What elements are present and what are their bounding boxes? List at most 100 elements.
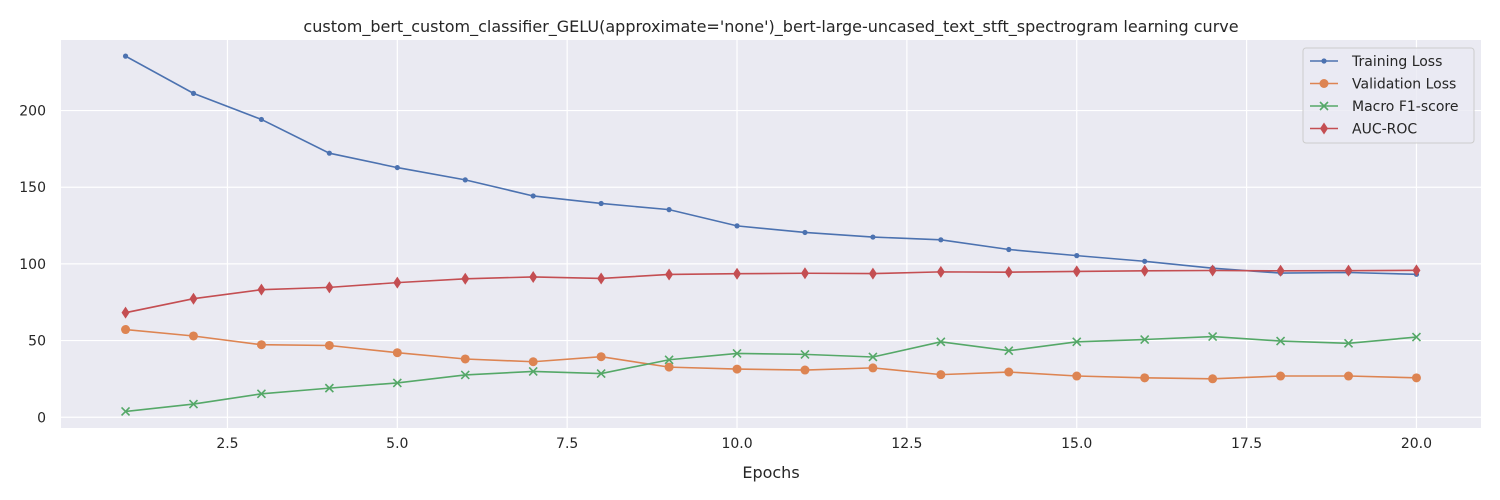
plot-background bbox=[61, 40, 1481, 428]
data-point-validation-loss bbox=[1140, 373, 1150, 383]
data-point-macro-f1-score bbox=[1072, 337, 1082, 347]
data-point-training-loss bbox=[802, 229, 808, 236]
legend-marker bbox=[1319, 79, 1329, 88]
data-point-macro-f1-score bbox=[732, 348, 742, 359]
data-point-macro-f1-score bbox=[1004, 346, 1014, 356]
data-point-auc-roc bbox=[121, 306, 130, 319]
data-point-auc-roc bbox=[1412, 264, 1421, 277]
legend-marker bbox=[1319, 101, 1329, 111]
data-point-auc-roc bbox=[325, 281, 334, 294]
x-tick-label: 20.0 bbox=[1401, 436, 1432, 452]
data-point-validation-loss bbox=[121, 325, 131, 335]
data-point-validation-loss bbox=[528, 357, 538, 367]
data-point-validation-loss bbox=[800, 365, 810, 375]
data-point-macro-f1-score bbox=[460, 370, 470, 380]
data-point-training-loss bbox=[1006, 246, 1012, 253]
data-point-macro-f1-score bbox=[188, 399, 199, 409]
data-point-auc-roc bbox=[1004, 266, 1013, 279]
series-line-training-loss bbox=[125, 55, 1417, 276]
data-point-macro-f1-score bbox=[120, 406, 131, 417]
data-point-auc-roc bbox=[597, 272, 606, 285]
series-lines bbox=[120, 53, 1422, 417]
data-point-training-loss bbox=[190, 90, 197, 96]
legend-label: Training Loss bbox=[1351, 54, 1442, 70]
data-point-macro-f1-score bbox=[528, 366, 538, 376]
x-tick-label: 17.5 bbox=[1231, 436, 1262, 452]
legend-box bbox=[1302, 47, 1475, 144]
y-tick-label: 100 bbox=[19, 257, 46, 273]
chart-title: custom_bert_custom_classifier_GELU(appro… bbox=[303, 17, 1238, 37]
data-point-auc-roc bbox=[393, 276, 402, 289]
data-point-auc-roc bbox=[800, 267, 809, 280]
data-point-validation-loss bbox=[188, 331, 198, 341]
series-macro-f1-score bbox=[120, 332, 1422, 417]
data-point-training-loss bbox=[394, 164, 400, 171]
data-point-training-loss bbox=[870, 234, 876, 240]
y-tick-label: 150 bbox=[19, 180, 46, 196]
data-point-training-loss bbox=[258, 116, 265, 123]
data-point-auc-roc bbox=[189, 292, 198, 305]
data-point-macro-f1-score bbox=[1343, 338, 1354, 348]
data-point-training-loss bbox=[598, 200, 604, 207]
legend-item-auc-roc: AUC-ROC bbox=[1310, 122, 1417, 138]
data-point-auc-roc bbox=[461, 272, 470, 285]
data-point-validation-loss bbox=[324, 340, 334, 350]
data-point-validation-loss bbox=[1411, 373, 1421, 383]
data-point-validation-loss bbox=[1208, 374, 1218, 384]
data-point-validation-loss bbox=[1276, 371, 1286, 381]
data-point-validation-loss bbox=[1344, 371, 1354, 381]
data-point-training-loss bbox=[734, 223, 740, 229]
legend-marker bbox=[1320, 122, 1328, 135]
legend-item-training-loss: Training Loss bbox=[1310, 54, 1442, 70]
data-point-macro-f1-score bbox=[324, 383, 334, 393]
data-point-macro-f1-score bbox=[664, 355, 674, 365]
data-point-training-loss bbox=[530, 193, 536, 199]
data-point-auc-roc bbox=[257, 283, 266, 296]
data-point-validation-loss bbox=[1004, 367, 1014, 377]
data-point-training-loss bbox=[666, 207, 672, 213]
data-point-auc-roc bbox=[1072, 265, 1081, 278]
series-auc-roc bbox=[121, 264, 1421, 319]
data-point-macro-f1-score bbox=[1411, 332, 1422, 342]
data-point-training-loss bbox=[462, 177, 468, 183]
data-point-training-loss bbox=[326, 150, 332, 156]
data-point-validation-loss bbox=[664, 362, 674, 372]
series-line-validation-loss bbox=[125, 328, 1417, 380]
data-point-auc-roc bbox=[529, 270, 538, 283]
data-point-macro-f1-score bbox=[392, 378, 402, 388]
data-point-auc-roc bbox=[665, 268, 674, 281]
data-point-training-loss bbox=[1142, 258, 1148, 264]
x-tick-label: 2.5 bbox=[216, 436, 238, 452]
series-line-macro-f1-score bbox=[125, 335, 1417, 413]
data-point-auc-roc bbox=[1140, 264, 1149, 277]
data-point-training-loss bbox=[1074, 253, 1080, 259]
data-point-training-loss bbox=[122, 53, 129, 59]
data-point-macro-f1-score bbox=[1208, 332, 1218, 342]
data-point-macro-f1-score bbox=[936, 337, 946, 347]
y-tick-label: 50 bbox=[28, 334, 46, 350]
data-point-macro-f1-score bbox=[256, 389, 266, 399]
data-point-macro-f1-score bbox=[1276, 336, 1286, 346]
x-tick-label: 7.5 bbox=[556, 436, 578, 452]
data-point-validation-loss bbox=[256, 340, 266, 350]
data-point-auc-roc bbox=[868, 267, 877, 280]
legend-label: Macro F1-score bbox=[1352, 99, 1458, 115]
x-tick-label: 15.0 bbox=[1061, 436, 1092, 452]
data-point-validation-loss bbox=[1072, 371, 1082, 381]
x-tick-label: 12.5 bbox=[891, 436, 922, 452]
y-tick-label: 200 bbox=[19, 104, 46, 120]
data-point-auc-roc bbox=[1344, 264, 1353, 277]
data-point-macro-f1-score bbox=[1140, 334, 1150, 345]
data-point-validation-loss bbox=[392, 348, 402, 358]
legend-marker bbox=[1321, 58, 1327, 64]
x-tick-label: 5.0 bbox=[386, 436, 408, 452]
legend-label: AUC-ROC bbox=[1352, 122, 1417, 138]
data-point-macro-f1-score bbox=[596, 368, 606, 379]
data-point-auc-roc bbox=[1276, 264, 1285, 277]
data-point-validation-loss bbox=[596, 352, 606, 362]
data-point-validation-loss bbox=[936, 370, 946, 380]
data-point-validation-loss bbox=[460, 354, 470, 364]
data-point-auc-roc bbox=[733, 267, 742, 280]
legend-label: Validation Loss bbox=[1352, 77, 1456, 93]
